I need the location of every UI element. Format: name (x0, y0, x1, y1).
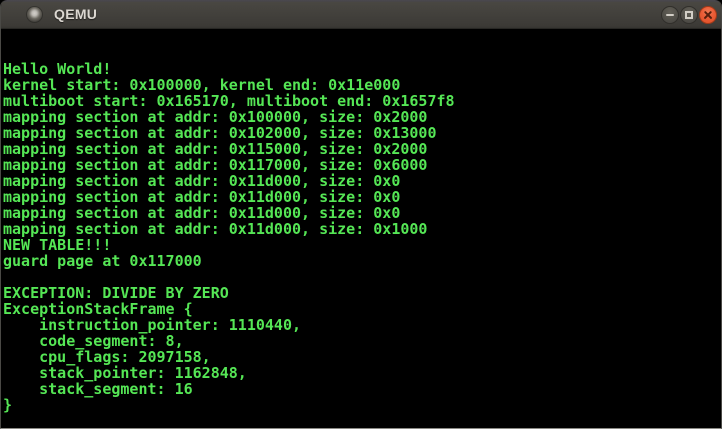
titlebar[interactable]: QEMU (1, 0, 721, 29)
maximize-icon (685, 11, 693, 19)
terminal-display[interactable]: Hello World! kernel start: 0x100000, ker… (1, 29, 721, 428)
minimize-icon (666, 14, 674, 16)
minimize-button[interactable] (661, 6, 679, 24)
window-icon (27, 6, 42, 22)
terminal-screen: Hello World! kernel start: 0x100000, ker… (3, 60, 455, 414)
maximize-button[interactable] (680, 6, 698, 24)
close-icon (703, 10, 713, 20)
close-button[interactable] (699, 6, 717, 24)
window-title: QEMU (54, 6, 98, 22)
window-controls (661, 6, 717, 24)
